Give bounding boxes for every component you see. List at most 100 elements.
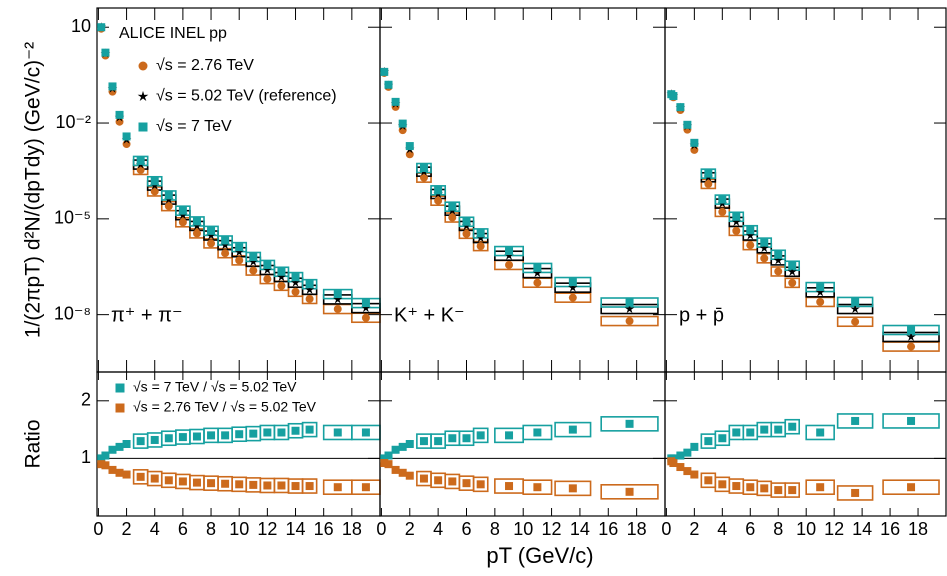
data-point [851,488,860,497]
x-tick-label: 0 [661,519,671,539]
data-point [108,465,117,474]
systematic-box [522,479,553,496]
data-point [760,254,769,263]
data-point [398,442,407,451]
data-point [787,266,797,276]
data-point [305,280,314,289]
data-point [533,428,542,437]
data-point [718,480,727,489]
data-point [851,317,860,326]
data-point [773,255,783,265]
systematic-box [882,413,940,429]
x-tick-label: 10 [229,519,249,539]
data-point [568,282,578,292]
x-tick-label: 10 [796,519,816,539]
systematic-box [522,424,553,441]
data-point [97,460,106,469]
data-point [405,150,414,159]
data-point [291,482,300,491]
data-point [305,294,314,303]
data-point [333,294,343,304]
data-point [115,442,124,451]
x-tick-label: 14 [852,519,872,539]
data-point [192,432,201,441]
data-point [277,481,286,490]
x-tick-label: 2 [122,519,132,539]
panel: 0 2 4 6 8 10 12 14 16 18 [661,371,947,539]
data-point [434,437,443,446]
data-point [391,445,400,454]
data-point [718,195,727,204]
data-point [220,240,230,250]
panel-label: K⁺ + K⁻ [394,304,465,326]
systematic-box [600,484,659,500]
data-point [462,229,471,238]
x-tick-label: 8 [490,519,500,539]
systematic-box [301,478,318,494]
data-point [907,416,916,425]
data-point [745,230,756,240]
panel: 0 2 4 6 8 10 12 14 16 18 pT (GeV/c) [376,371,666,568]
data-point [380,454,389,463]
systematic-box [554,421,592,438]
data-point [774,486,783,495]
data-point [746,483,755,492]
x-tick-label: 18 [908,519,928,539]
data-point [235,480,244,489]
data-point [248,256,259,266]
panel-frame [664,371,947,517]
data-point [235,256,244,265]
data-point [760,425,769,434]
systematic-box [600,416,659,432]
x-tick-label: 6 [178,519,188,539]
data-point [263,260,272,269]
x-tick-label: 6 [461,519,471,539]
data-point [816,297,825,306]
data-point [746,226,755,235]
data-point [234,247,244,257]
data-point [533,483,542,492]
data-point [122,440,131,448]
data-point [788,422,797,431]
x-tick-label: 14 [286,519,306,539]
systematic-box [784,482,801,498]
systematic-box [882,479,940,496]
systematic-box [784,418,801,435]
data-point [704,179,713,188]
data-point [136,156,145,165]
data-point [192,229,201,238]
systematic-box [784,277,801,289]
data-point [907,342,916,351]
data-point [263,275,272,284]
systematic-box [600,315,659,327]
data-point [164,202,173,211]
data-point [788,486,797,495]
data-point [746,428,755,437]
y-tick-label: 10⁻⁵ [54,208,91,228]
data-point [533,263,542,272]
x-tick-label: 10 [513,519,533,539]
data-point [115,110,124,119]
data-point [305,425,314,434]
data-point [690,138,699,147]
x-axis-title: pT (GeV/c) [486,543,593,568]
legend-marker [115,383,125,393]
data-point [815,287,825,297]
data-point [533,278,542,287]
data-point [122,132,131,141]
y-tick-label: 10⁻⁸ [54,303,91,323]
data-point [731,216,742,226]
data-point [361,428,370,437]
data-point [676,451,685,460]
data-point [504,250,514,260]
data-point [384,451,393,460]
data-point [625,487,634,496]
data-point [816,428,825,437]
data-point [101,461,110,470]
data-point [419,437,428,446]
systematic-box [301,421,318,438]
data-point [683,448,692,457]
systematic-box [836,413,874,429]
x-tick-label: 18 [342,519,362,539]
